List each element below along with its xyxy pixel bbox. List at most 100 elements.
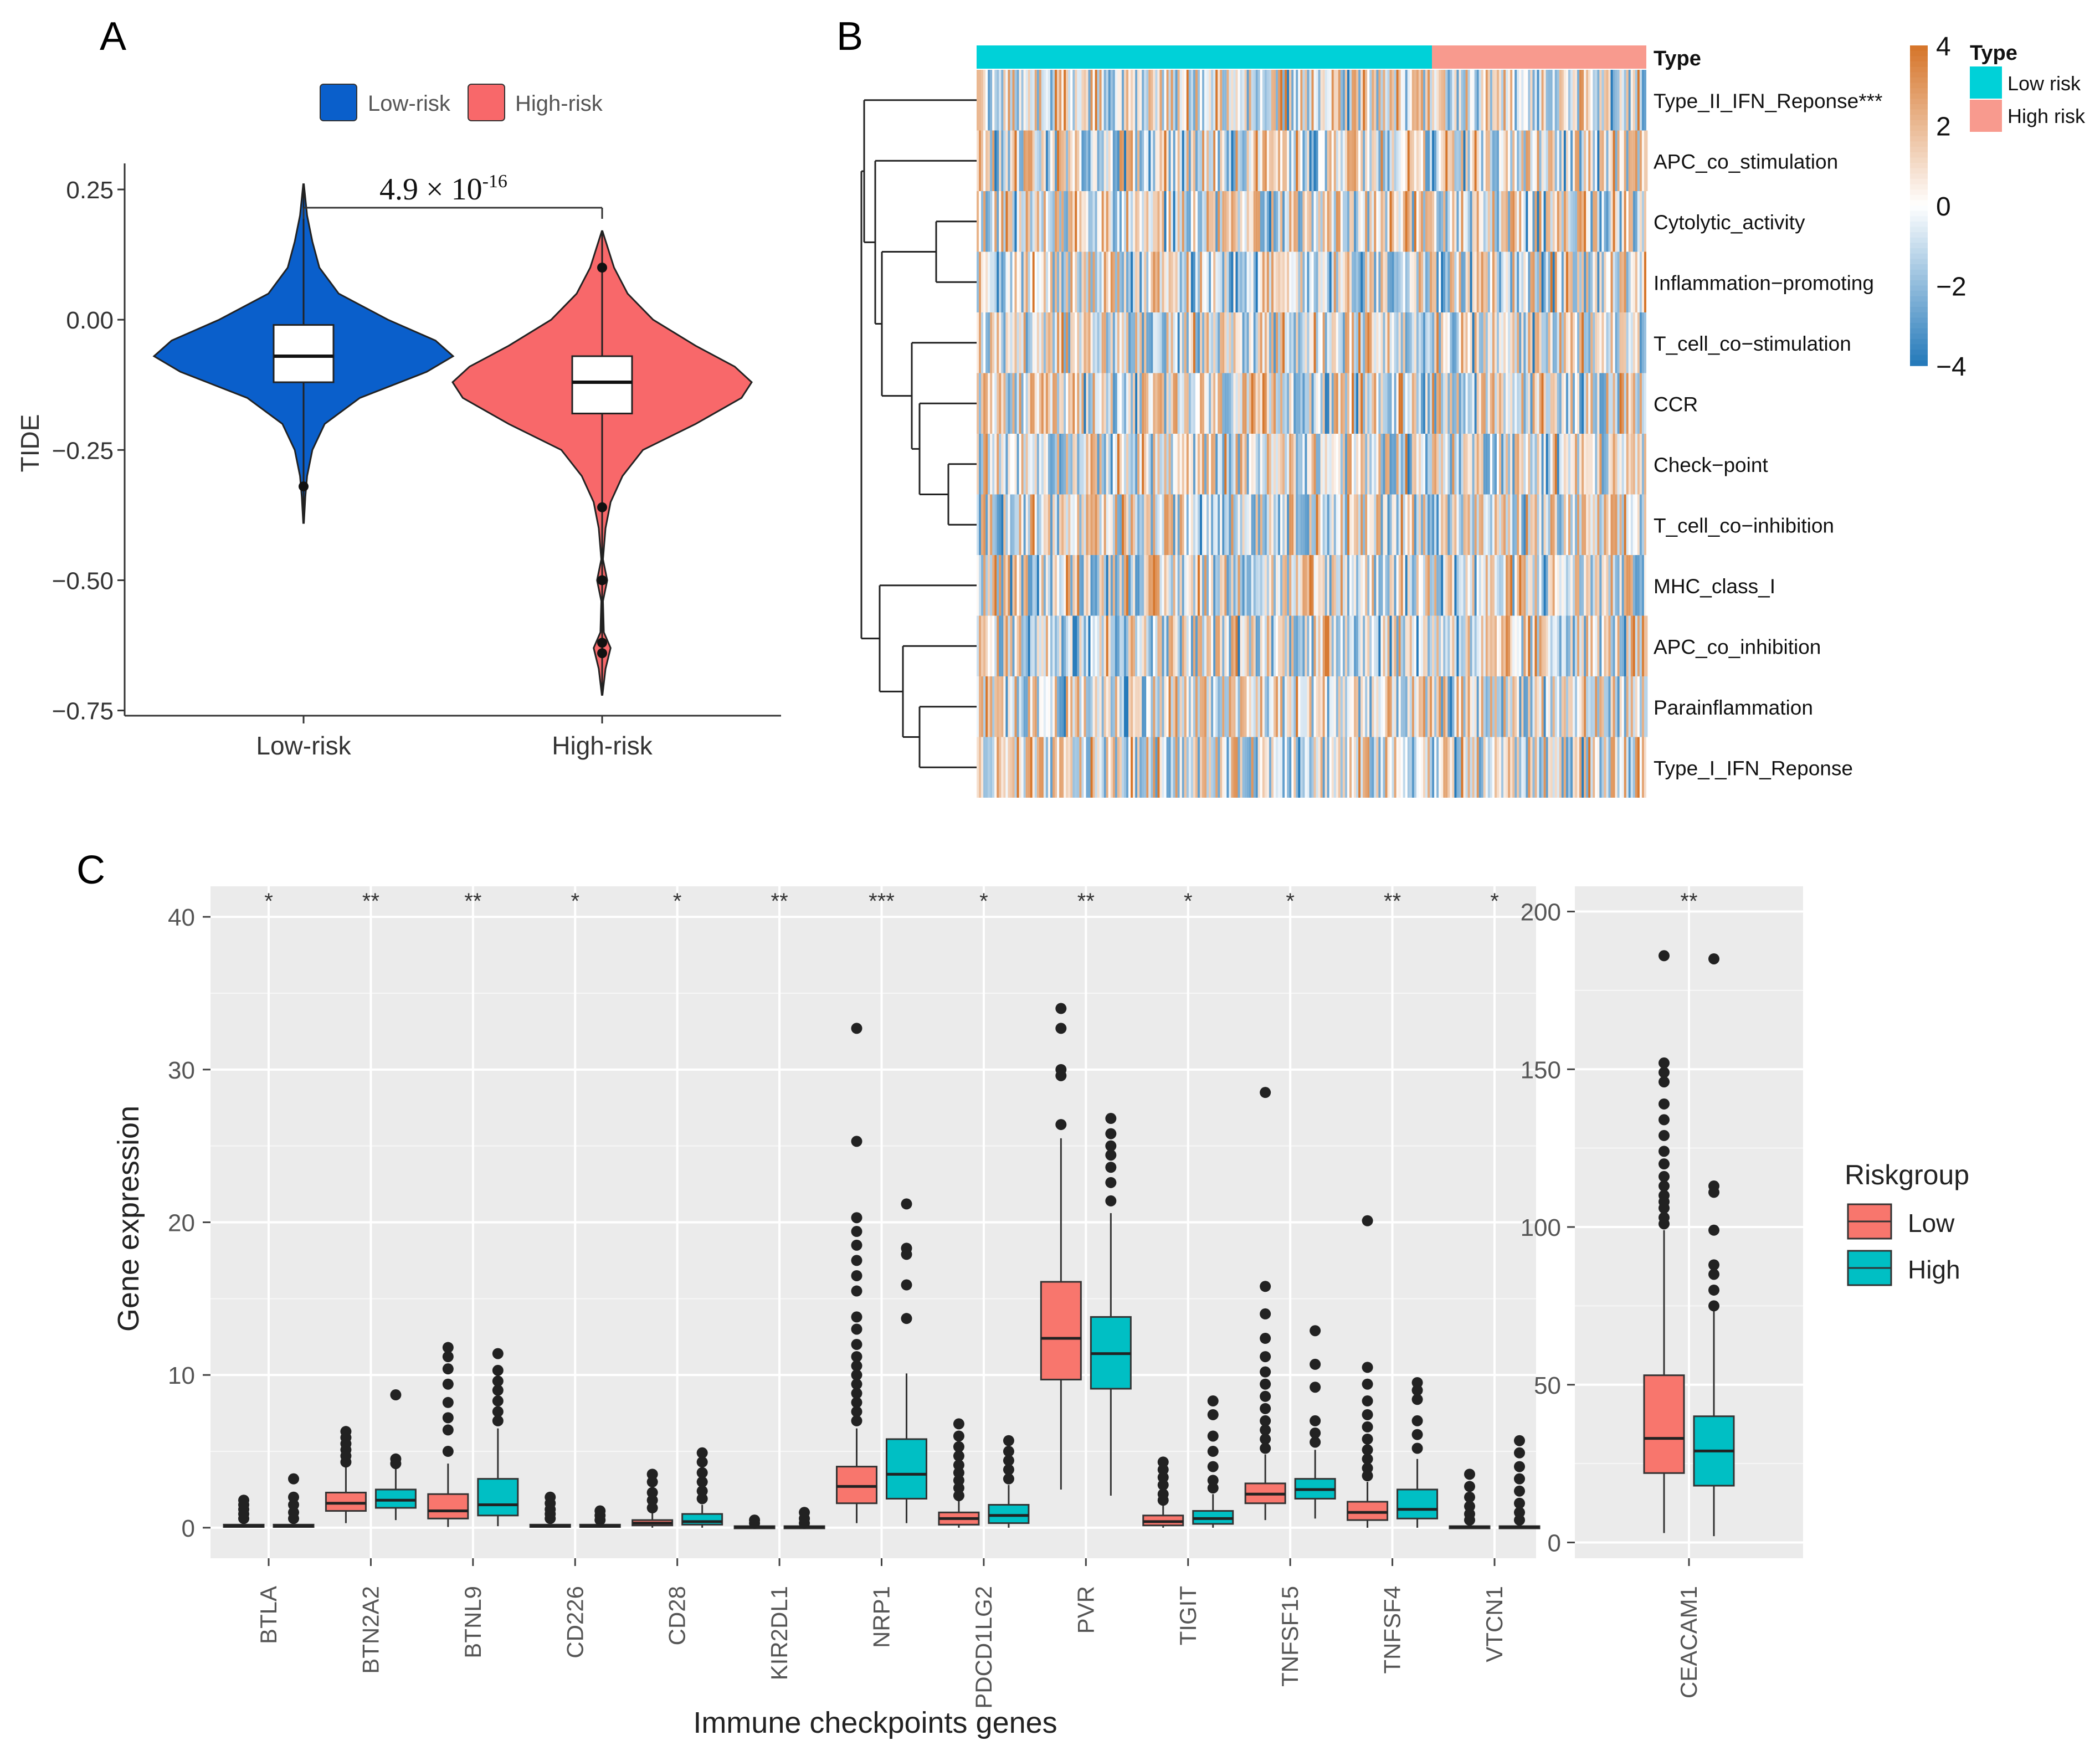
- heatmap-cell: [1291, 434, 1294, 495]
- heatmap-cell: [1441, 494, 1444, 555]
- heatmap-cell: [1077, 251, 1080, 312]
- heatmap-cell: [1463, 737, 1467, 798]
- heatmap-cell: [1599, 373, 1602, 434]
- heatmap-cell: [1235, 373, 1238, 434]
- heatmap-cell: [1365, 615, 1368, 676]
- heatmap-cell: [1209, 70, 1211, 131]
- significance-label: **: [1077, 889, 1095, 913]
- heatmap-cell: [1059, 555, 1063, 616]
- heatmap-cell: [1218, 130, 1221, 191]
- heatmap-cell: [1474, 555, 1477, 616]
- heatmap-cell: [1546, 494, 1548, 555]
- heatmap-cell: [1570, 676, 1573, 737]
- heatmap-cell: [1459, 434, 1461, 495]
- heatmap-cell: [1231, 676, 1234, 737]
- heatmap-cell: [1378, 676, 1381, 737]
- heatmap-cell: [1177, 251, 1180, 312]
- scale-step: [1910, 317, 1928, 324]
- heatmap-cell: [1608, 494, 1611, 555]
- heatmap-cell: [1392, 494, 1394, 555]
- heatmap-cell: [1481, 130, 1483, 191]
- heatmap-cell: [1184, 494, 1188, 555]
- heatmap-cell: [1439, 70, 1441, 131]
- heatmap-cell: [1012, 737, 1015, 798]
- heatmap-cell: [1606, 70, 1609, 131]
- heatmap-cell: [1097, 615, 1100, 676]
- heatmap-cell: [1311, 676, 1314, 737]
- heatmap-cell: [1278, 312, 1282, 373]
- heatmap-cell: [1226, 373, 1229, 434]
- heatmap-cell: [1222, 373, 1225, 434]
- heatmap-cell: [1467, 70, 1470, 131]
- heatmap-cell: [1019, 555, 1021, 616]
- outlier-point: [492, 1415, 504, 1426]
- heatmap-cell: [1593, 615, 1595, 676]
- heatmap-cell: [999, 70, 1002, 131]
- heatmap-cell: [1644, 312, 1646, 373]
- heatmap-cell: [1530, 191, 1533, 252]
- heatmap-cell: [1541, 434, 1546, 495]
- heatmap-cell: [1354, 676, 1357, 737]
- heatmap-cell: [1610, 312, 1613, 373]
- heatmap-cell: [1115, 373, 1117, 434]
- heatmap-cell: [983, 555, 987, 616]
- grid-lines: [210, 886, 1803, 1558]
- heatmap-cell: [1514, 615, 1517, 676]
- heatmap-cell: [1617, 312, 1620, 373]
- outlier-point: [597, 648, 607, 659]
- heatmap-cell: [1190, 737, 1193, 798]
- heatmap-cell: [1302, 494, 1305, 555]
- heatmap-cell: [1352, 737, 1354, 798]
- heatmap-cell: [1246, 312, 1249, 373]
- heatmap-cell: [1034, 70, 1037, 131]
- scale-step: [1910, 50, 1928, 57]
- heatmap-cell: [1632, 737, 1635, 798]
- heatmap-cell: [1590, 373, 1594, 434]
- heatmap-cell: [1610, 434, 1613, 495]
- outlier-point: [851, 1360, 862, 1372]
- heatmap-cell: [1324, 494, 1327, 555]
- heatmap-cell: [1309, 312, 1312, 373]
- heatmap-cell: [1644, 191, 1646, 252]
- heatmap-cell: [1211, 494, 1214, 555]
- heatmap-cell: [1501, 70, 1505, 131]
- x-tick-label-btn2a2: BTN2A2: [357, 1586, 383, 1674]
- outlier-point: [1411, 1429, 1423, 1440]
- heatmap-cell: [1503, 737, 1506, 798]
- heatmap-cell: [1608, 130, 1611, 191]
- heatmap-cell: [1443, 434, 1446, 495]
- heatmap-cell: [1512, 555, 1515, 616]
- heatmap-cell: [1487, 676, 1490, 737]
- heatmap-cell: [1249, 615, 1253, 676]
- heatmap-cell: [1360, 251, 1363, 312]
- heatmap-cell: [1209, 251, 1211, 312]
- heatmap-cell: [1409, 191, 1414, 252]
- heatmap-cell: [1372, 251, 1374, 312]
- heatmap-cell: [1584, 373, 1586, 434]
- heatmap-cell: [1365, 191, 1368, 252]
- heatmap-cell: [1262, 70, 1265, 131]
- heatmap-cell: [1463, 191, 1466, 252]
- outlier-point: [901, 1313, 912, 1324]
- heatmap-cell: [1202, 251, 1205, 312]
- heatmap-cell: [1188, 555, 1191, 616]
- heatmap-cell: [1289, 312, 1292, 373]
- outlier-point: [749, 1514, 761, 1526]
- heatmap-cell: [1344, 737, 1349, 798]
- heatmap-cell: [1131, 70, 1133, 131]
- heatmap-cell: [1115, 251, 1117, 312]
- heatmap-cell: [1434, 494, 1437, 555]
- heatmap-cell: [1418, 251, 1421, 312]
- heatmap-cell: [1445, 555, 1448, 616]
- outlier-point: [851, 1285, 862, 1297]
- outlier-point: [390, 1453, 402, 1465]
- heatmap-cell: [1369, 615, 1372, 676]
- heatmap-cell: [1403, 130, 1405, 191]
- heatmap-cell: [1461, 373, 1464, 434]
- heatmap-cell: [1142, 494, 1144, 555]
- heatmap-cell: [1632, 130, 1635, 191]
- heatmap-row-label: Parainflammation: [1654, 696, 1813, 719]
- scale-step: [1910, 232, 1928, 238]
- heatmap-cell: [1333, 555, 1336, 616]
- panel-label-a: A: [100, 14, 126, 59]
